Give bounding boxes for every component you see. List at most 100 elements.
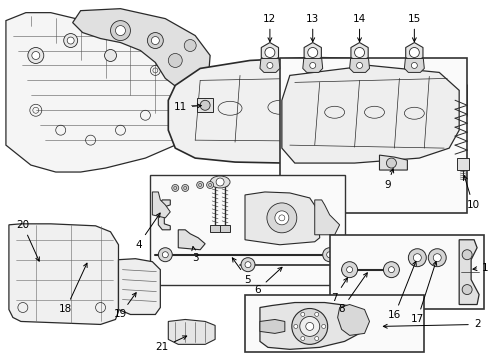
Circle shape: [32, 51, 40, 59]
Bar: [280, 58, 467, 213]
Text: 9: 9: [384, 169, 393, 190]
Circle shape: [428, 249, 446, 267]
Circle shape: [28, 48, 44, 63]
Circle shape: [357, 62, 363, 68]
Text: 8: 8: [338, 273, 368, 315]
Polygon shape: [158, 200, 171, 230]
Text: 12: 12: [263, 14, 276, 42]
Text: 21: 21: [156, 336, 187, 352]
Circle shape: [265, 48, 275, 58]
Circle shape: [216, 178, 224, 186]
Polygon shape: [404, 58, 424, 72]
Circle shape: [292, 309, 328, 345]
Circle shape: [184, 40, 196, 51]
Circle shape: [162, 252, 168, 258]
Text: 18: 18: [59, 263, 87, 315]
Circle shape: [355, 48, 365, 58]
Text: 7: 7: [331, 278, 347, 302]
Circle shape: [384, 262, 399, 278]
Text: 15: 15: [408, 14, 421, 42]
Polygon shape: [260, 302, 365, 349]
Polygon shape: [282, 66, 459, 163]
Circle shape: [116, 26, 125, 36]
Polygon shape: [303, 58, 323, 72]
Text: 19: 19: [114, 293, 136, 319]
Polygon shape: [459, 240, 479, 305]
Ellipse shape: [210, 176, 230, 188]
Circle shape: [414, 254, 421, 262]
Polygon shape: [210, 225, 220, 232]
Circle shape: [275, 211, 289, 225]
Circle shape: [331, 258, 344, 272]
Text: 10: 10: [464, 176, 480, 210]
Polygon shape: [178, 230, 205, 250]
Text: 6: 6: [255, 267, 282, 294]
Circle shape: [158, 248, 172, 262]
Polygon shape: [220, 225, 230, 232]
Circle shape: [306, 323, 314, 330]
Circle shape: [341, 255, 359, 273]
Circle shape: [111, 21, 130, 41]
Circle shape: [267, 62, 273, 68]
Polygon shape: [379, 155, 407, 170]
Circle shape: [462, 285, 472, 294]
Polygon shape: [6, 13, 200, 172]
Circle shape: [301, 337, 305, 341]
Polygon shape: [73, 9, 210, 90]
Text: 5: 5: [232, 258, 251, 285]
Circle shape: [245, 262, 251, 268]
Circle shape: [315, 312, 318, 316]
Polygon shape: [406, 42, 423, 62]
Polygon shape: [315, 200, 340, 235]
Polygon shape: [152, 192, 171, 218]
Polygon shape: [332, 244, 368, 284]
Circle shape: [342, 262, 358, 278]
Polygon shape: [457, 158, 469, 170]
Text: 3: 3: [192, 247, 198, 263]
Circle shape: [172, 184, 179, 192]
Text: 20: 20: [16, 220, 39, 261]
Circle shape: [151, 37, 159, 45]
Polygon shape: [119, 259, 160, 315]
Circle shape: [301, 312, 305, 316]
Circle shape: [462, 250, 472, 260]
Circle shape: [308, 48, 318, 58]
Text: 13: 13: [306, 14, 319, 42]
Circle shape: [67, 37, 74, 44]
Circle shape: [168, 54, 182, 67]
Circle shape: [294, 324, 298, 328]
Bar: [245, 294, 424, 352]
Circle shape: [196, 181, 204, 189]
Circle shape: [345, 260, 354, 268]
Circle shape: [323, 248, 337, 262]
Circle shape: [310, 62, 316, 68]
Circle shape: [104, 50, 117, 62]
Polygon shape: [168, 58, 467, 163]
Polygon shape: [197, 98, 213, 112]
Text: 1: 1: [473, 263, 489, 273]
Text: 14: 14: [353, 14, 366, 42]
Bar: [150, 175, 344, 285]
Polygon shape: [351, 42, 368, 62]
Polygon shape: [245, 192, 319, 245]
Bar: [330, 235, 484, 310]
Text: 17: 17: [411, 261, 437, 324]
Circle shape: [389, 267, 394, 273]
Circle shape: [182, 184, 189, 192]
Polygon shape: [304, 42, 321, 62]
Circle shape: [412, 62, 417, 68]
Polygon shape: [260, 58, 280, 72]
Circle shape: [335, 262, 341, 268]
Circle shape: [346, 267, 353, 273]
Circle shape: [64, 33, 77, 48]
Circle shape: [300, 316, 319, 336]
Circle shape: [315, 337, 318, 341]
Circle shape: [267, 203, 297, 233]
Polygon shape: [168, 319, 215, 345]
Circle shape: [207, 181, 214, 189]
Text: 4: 4: [135, 213, 160, 250]
Polygon shape: [260, 319, 285, 333]
Text: 11: 11: [173, 102, 201, 112]
Polygon shape: [349, 58, 369, 72]
Polygon shape: [9, 224, 119, 324]
